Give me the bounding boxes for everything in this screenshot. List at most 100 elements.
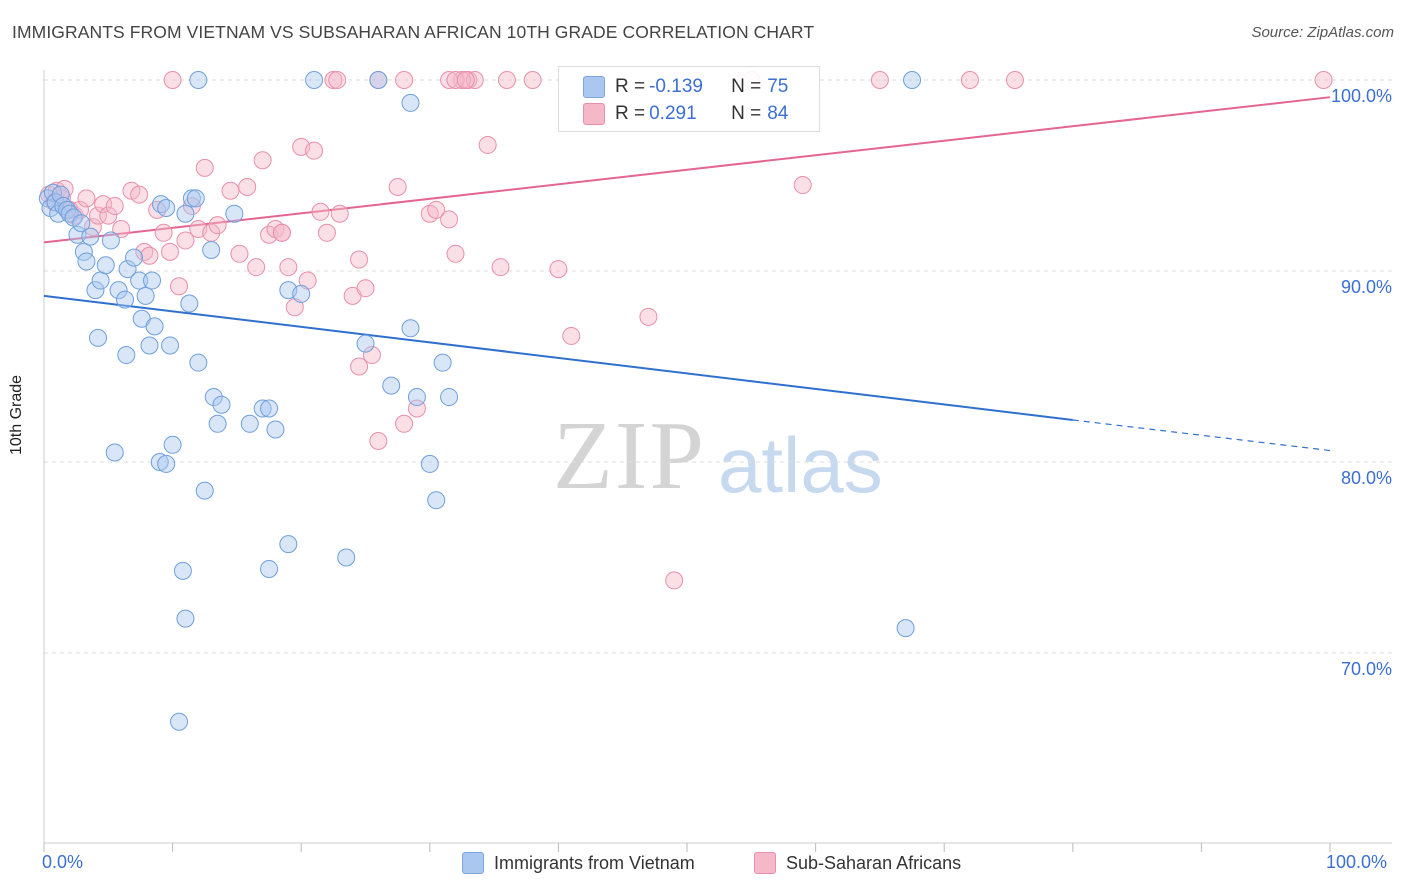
point-vietnam bbox=[117, 346, 136, 365]
legend-n-value: 84 bbox=[767, 103, 789, 124]
point-vietnam bbox=[369, 71, 388, 89]
point-subsaharan bbox=[1005, 71, 1024, 89]
trend-lines bbox=[43, 96, 1331, 452]
point-subsaharan bbox=[330, 204, 349, 223]
chart-title: IMMIGRANTS FROM VIETNAM VS SUBSAHARAN AF… bbox=[12, 22, 815, 42]
point-subsaharan bbox=[195, 158, 214, 177]
point-vietnam bbox=[260, 559, 279, 578]
point-vietnam bbox=[337, 548, 356, 567]
legend-row-vietnam: R = -0.139 N = 75 bbox=[583, 74, 788, 100]
point-vietnam bbox=[176, 609, 195, 628]
legend-swatch-pink bbox=[754, 852, 776, 874]
point-vietnam bbox=[896, 619, 915, 638]
point-subsaharan bbox=[170, 277, 189, 296]
chart-source: Source: ZipAtlas.com bbox=[1251, 24, 1394, 41]
point-subsaharan bbox=[497, 71, 516, 89]
legend-label-vietnam: Immigrants from Vietnam bbox=[494, 852, 695, 873]
trend-line-vietnam bbox=[43, 294, 1073, 421]
point-subsaharan bbox=[549, 260, 568, 279]
point-subsaharan bbox=[317, 223, 336, 242]
point-vietnam bbox=[440, 388, 459, 407]
point-subsaharan bbox=[324, 71, 343, 89]
point-subsaharan bbox=[491, 258, 510, 277]
point-subsaharan bbox=[305, 141, 324, 160]
point-subsaharan bbox=[356, 279, 375, 298]
point-subsaharan bbox=[362, 346, 381, 365]
point-subsaharan bbox=[130, 185, 149, 204]
y-tick-label-100: 100.0% bbox=[1330, 86, 1392, 106]
point-vietnam bbox=[356, 334, 375, 353]
point-subsaharan bbox=[208, 216, 227, 235]
point-subsaharan bbox=[279, 258, 298, 277]
point-vietnam bbox=[189, 353, 208, 372]
point-vietnam bbox=[240, 414, 259, 433]
point-subsaharan bbox=[176, 231, 195, 250]
point-subsaharan bbox=[446, 71, 465, 89]
y-axis-label: 10th Grade bbox=[8, 374, 25, 455]
point-vietnam bbox=[189, 71, 208, 89]
y-tick-label-80: 80.0% bbox=[1340, 468, 1392, 488]
point-vietnam bbox=[225, 204, 244, 223]
point-vietnam bbox=[81, 227, 100, 246]
legend-n-label: N = bbox=[731, 76, 762, 97]
point-vietnam bbox=[72, 214, 91, 233]
point-subsaharan bbox=[99, 206, 118, 225]
point-vietnam bbox=[253, 399, 272, 418]
point-vietnam bbox=[116, 290, 135, 309]
legend-item-vietnam: Immigrants from Vietnam bbox=[462, 852, 695, 874]
point-vietnam bbox=[130, 271, 149, 290]
point-subsaharan bbox=[350, 357, 369, 376]
legend-n-value: 75 bbox=[767, 76, 789, 97]
point-vietnam bbox=[51, 185, 70, 204]
legend-r-label: R = bbox=[615, 76, 646, 97]
point-vietnam bbox=[260, 399, 279, 418]
point-subsaharan bbox=[465, 71, 484, 89]
point-subsaharan bbox=[523, 71, 542, 89]
point-vietnam bbox=[407, 388, 426, 407]
point-vietnam bbox=[903, 71, 922, 89]
point-subsaharan bbox=[89, 206, 108, 225]
point-vietnam bbox=[266, 420, 285, 439]
point-vietnam bbox=[77, 252, 96, 271]
point-vietnam bbox=[143, 271, 162, 290]
point-vietnam bbox=[86, 281, 105, 300]
point-subsaharan bbox=[77, 189, 96, 208]
point-subsaharan bbox=[452, 71, 471, 89]
point-subsaharan bbox=[639, 307, 658, 326]
point-vietnam bbox=[173, 561, 192, 580]
point-subsaharan bbox=[140, 246, 159, 265]
point-vietnam bbox=[208, 414, 227, 433]
point-vietnam bbox=[150, 453, 169, 471]
point-subsaharan bbox=[960, 71, 979, 89]
point-vietnam bbox=[157, 198, 176, 217]
point-vietnam bbox=[305, 71, 324, 89]
point-subsaharan bbox=[112, 219, 131, 238]
point-subsaharan bbox=[328, 71, 347, 89]
point-vietnam bbox=[204, 388, 223, 407]
point-subsaharan bbox=[369, 431, 388, 450]
point-vietnam bbox=[161, 336, 180, 355]
point-vietnam bbox=[136, 286, 155, 305]
point-subsaharan bbox=[105, 197, 124, 216]
point-subsaharan bbox=[163, 71, 182, 89]
point-subsaharan bbox=[427, 200, 446, 219]
legend-r-value: 0.291 bbox=[649, 103, 697, 124]
x-tick-label-0: 0.0% bbox=[42, 852, 84, 872]
correlation-legend: R = -0.139 N = 75 R = 0.291 N = 84 bbox=[558, 66, 820, 132]
point-subsaharan bbox=[446, 244, 465, 263]
point-subsaharan bbox=[221, 181, 240, 200]
point-vietnam bbox=[292, 284, 311, 303]
y-tick-label-70: 70.0% bbox=[1340, 659, 1392, 679]
point-vietnam bbox=[176, 204, 195, 223]
y-tick-label-90: 90.0% bbox=[1340, 277, 1392, 297]
point-vietnam bbox=[105, 443, 124, 462]
point-subsaharan bbox=[793, 176, 812, 195]
point-vietnam bbox=[96, 256, 115, 275]
point-subsaharan bbox=[350, 250, 369, 269]
point-subsaharan bbox=[238, 177, 257, 196]
point-subsaharan bbox=[253, 151, 272, 170]
point-vietnam bbox=[420, 454, 439, 473]
legend-n-label: N = bbox=[731, 103, 762, 124]
point-subsaharan bbox=[230, 244, 249, 263]
point-subsaharan bbox=[154, 223, 173, 242]
